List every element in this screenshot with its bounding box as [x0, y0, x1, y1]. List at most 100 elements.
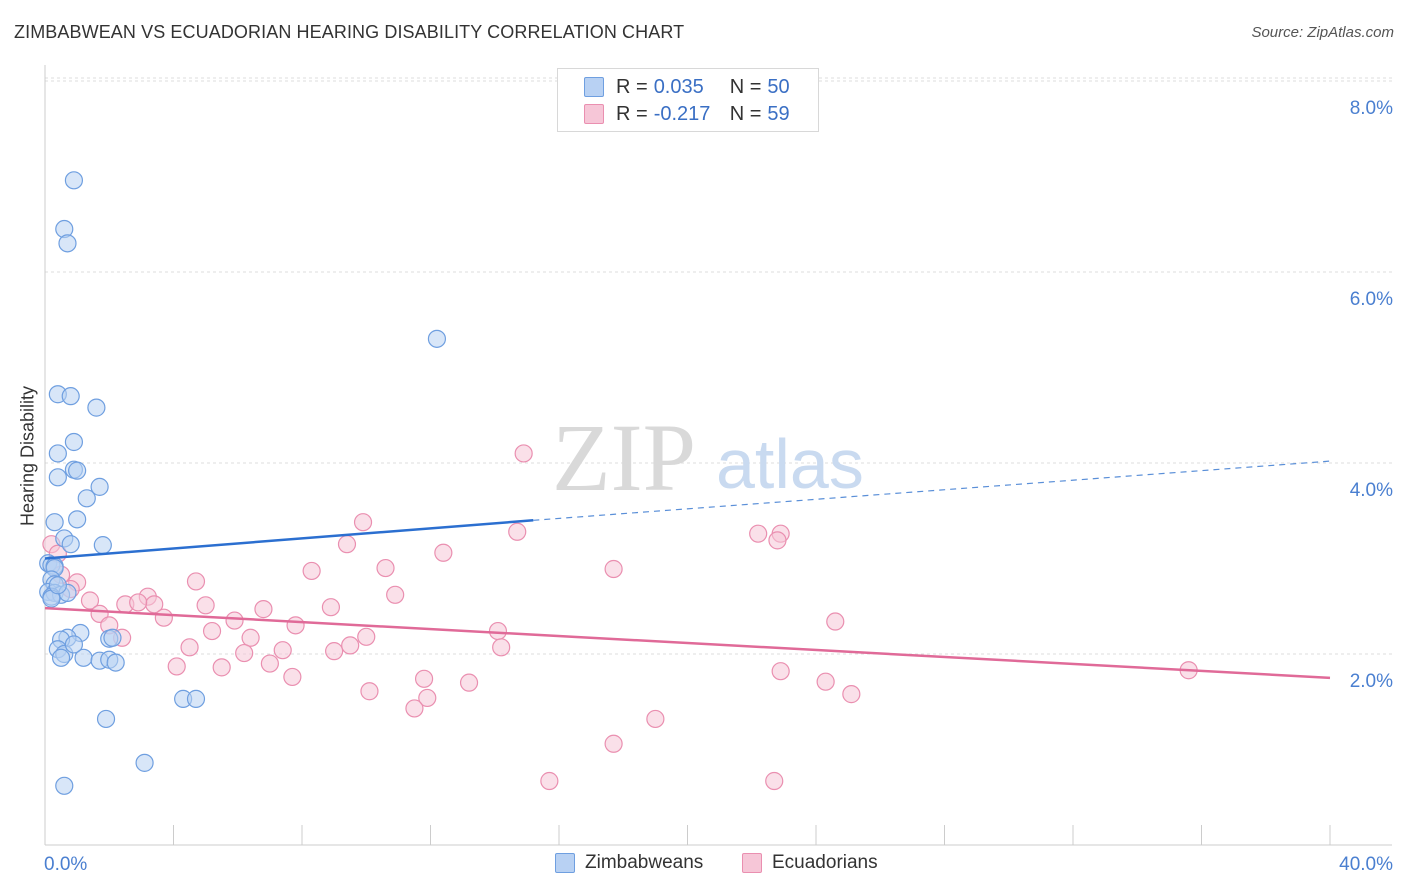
y-tick-label: 4.0%: [1350, 480, 1393, 501]
bottom-legend-label-ecuadorians: Ecuadorians: [772, 852, 878, 873]
legend-n-value: 50: [767, 75, 790, 98]
data-point: [80, 591, 100, 610]
data-point: [48, 468, 67, 487]
trend-line-zimbabweans-extension: [533, 460, 1331, 521]
data-point: [48, 444, 67, 463]
legend-n-label: N =: [729, 102, 762, 125]
data-point: [376, 558, 395, 578]
data-point: [225, 611, 244, 630]
data-point: [129, 593, 148, 612]
points-layer: [39, 171, 1198, 795]
data-point: [434, 543, 453, 562]
data-point: [87, 398, 106, 417]
data-point: [418, 688, 437, 708]
data-point: [283, 667, 302, 687]
series-ecuadorians: [42, 444, 1198, 791]
legend-r-label: R =: [616, 75, 648, 98]
data-point: [540, 771, 559, 791]
data-point: [196, 596, 215, 615]
data-point: [61, 387, 80, 406]
data-point: [202, 621, 222, 641]
data-point: [353, 513, 373, 532]
legend-swatch-zimbabweans: [584, 77, 604, 97]
series-zimbabweans: [39, 171, 447, 795]
data-point: [321, 598, 341, 617]
legend-row-ecuadorians: R = -0.217 N = 59: [584, 102, 790, 126]
y-tick-label: 6.0%: [1350, 289, 1393, 310]
data-point: [768, 531, 787, 550]
x-tick-label: 0.0%: [44, 854, 87, 875]
bottom-legend-ecuadorians: Ecuadorians: [742, 852, 878, 874]
data-point: [186, 572, 206, 591]
bottom-legend-label-zimbabweans: Zimbabweans: [585, 852, 704, 873]
data-point: [414, 669, 434, 688]
bottom-legend-zimbabweans: Zimbabweans: [555, 852, 703, 874]
data-point: [254, 600, 273, 619]
data-point: [61, 535, 80, 554]
data-point: [48, 576, 67, 595]
data-point: [235, 643, 254, 663]
data-point: [96, 709, 116, 729]
data-point: [103, 628, 122, 647]
bottom-legend-swatch-ecuadorians: [742, 853, 762, 873]
legend: R = 0.035 N = 50 R = -0.217 N = 59: [557, 68, 819, 132]
data-point: [749, 524, 768, 543]
data-point: [488, 621, 508, 641]
watermark-atlas: atlas: [716, 425, 864, 503]
legend-n-label: N =: [729, 75, 762, 98]
data-point: [492, 638, 511, 657]
data-point: [357, 627, 376, 646]
gridlines: [45, 77, 1392, 655]
x-tick-label: 40.0%: [1339, 854, 1393, 875]
data-point: [68, 510, 87, 529]
watermark-zip: ZIP: [552, 404, 696, 511]
legend-r-value: 0.035: [653, 75, 704, 98]
chart-source: Source: ZipAtlas.com: [1251, 24, 1394, 41]
data-point: [68, 461, 87, 480]
data-point: [58, 234, 77, 253]
legend-swatch-ecuadorians: [584, 104, 604, 124]
data-point: [90, 477, 109, 496]
data-point: [360, 682, 379, 701]
data-point: [816, 672, 835, 691]
y-tick-labels: 2.0% 4.0% 6.0% 8.0%: [1350, 98, 1393, 692]
data-point: [826, 612, 845, 631]
data-point: [842, 685, 861, 704]
data-point: [427, 329, 447, 348]
data-point: [186, 689, 206, 708]
data-point: [64, 635, 84, 654]
data-point: [273, 641, 292, 660]
data-point: [212, 658, 231, 677]
data-point: [154, 608, 173, 627]
data-point: [514, 444, 533, 463]
data-point: [765, 771, 784, 791]
data-point: [337, 535, 357, 554]
data-point: [604, 734, 623, 753]
data-point: [106, 653, 125, 672]
data-point: [302, 561, 321, 581]
data-point: [64, 432, 84, 452]
data-point: [405, 699, 424, 718]
y-tick-label: 2.0%: [1350, 671, 1393, 692]
legend-r-label: R =: [616, 102, 648, 125]
trend-layer: [44, 460, 1331, 680]
axes: [44, 65, 1392, 846]
data-point: [646, 709, 665, 729]
data-point: [341, 636, 360, 655]
data-point: [167, 657, 186, 676]
data-point: [286, 616, 305, 635]
data-point: [77, 489, 96, 508]
data-point: [459, 673, 479, 692]
data-point: [386, 585, 405, 604]
x-tick-labels: 0.0% 40.0%: [44, 854, 1393, 875]
data-point: [51, 648, 71, 667]
bottom-legend-swatch-zimbabweans: [555, 853, 575, 873]
data-point: [325, 642, 344, 661]
trend-line-ecuadorians: [44, 606, 1331, 680]
data-point: [180, 638, 199, 657]
data-point: [64, 171, 84, 190]
chart-title: ZIMBABWEAN VS ECUADORIAN HEARING DISABIL…: [14, 22, 685, 42]
data-point: [45, 513, 64, 532]
data-point: [55, 776, 74, 795]
